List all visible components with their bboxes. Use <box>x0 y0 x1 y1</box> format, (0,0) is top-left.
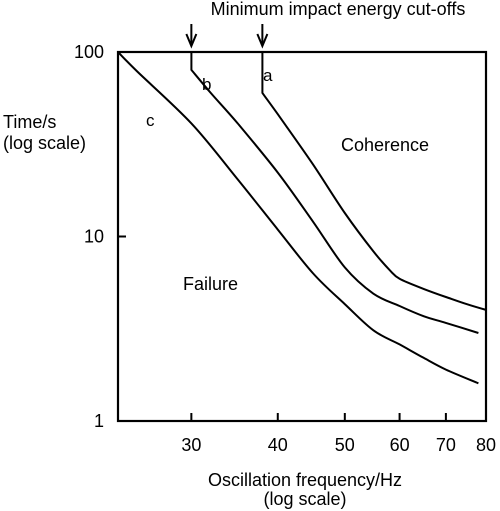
x-axis-ticks: 30 40 50 60 70 80 <box>181 413 496 455</box>
y-axis-label: Time/s <box>3 112 56 132</box>
curve-b <box>190 52 479 334</box>
y-tick-label-10: 10 <box>84 227 104 247</box>
x-axis-label: Oscillation frequency/Hz <box>208 470 402 490</box>
plot-frame <box>116 50 488 423</box>
cutoff-arrow-head-38 <box>256 33 269 49</box>
chart-title: Minimum impact energy cut-offs <box>211 0 466 19</box>
curve-label-b: b <box>202 75 211 94</box>
y-axis-label-sub: (log scale) <box>3 133 86 153</box>
curve-label-a: a <box>263 66 273 85</box>
cutoff-markers <box>185 24 269 49</box>
curve-label-c: c <box>146 111 155 130</box>
y-tick-label-1: 1 <box>94 411 104 431</box>
curve-a <box>261 52 487 311</box>
x-tick-label-60: 60 <box>390 435 410 455</box>
curves <box>117 51 487 385</box>
x-tick-label-30: 30 <box>181 435 201 455</box>
x-axis-label-sub: (log scale) <box>263 489 346 509</box>
curve-c <box>117 51 479 385</box>
y-tick-label-100: 100 <box>74 42 104 62</box>
x-tick-label-70: 70 <box>436 435 456 455</box>
x-tick-label-40: 40 <box>268 435 288 455</box>
region-label-coherence: Coherence <box>341 135 429 155</box>
cutoff-arrow-head-30 <box>185 33 198 49</box>
plot-border <box>116 50 488 423</box>
x-tick-label-80: 80 <box>476 435 496 455</box>
region-label-failure: Failure <box>183 274 238 294</box>
x-tick-label-50: 50 <box>335 435 355 455</box>
